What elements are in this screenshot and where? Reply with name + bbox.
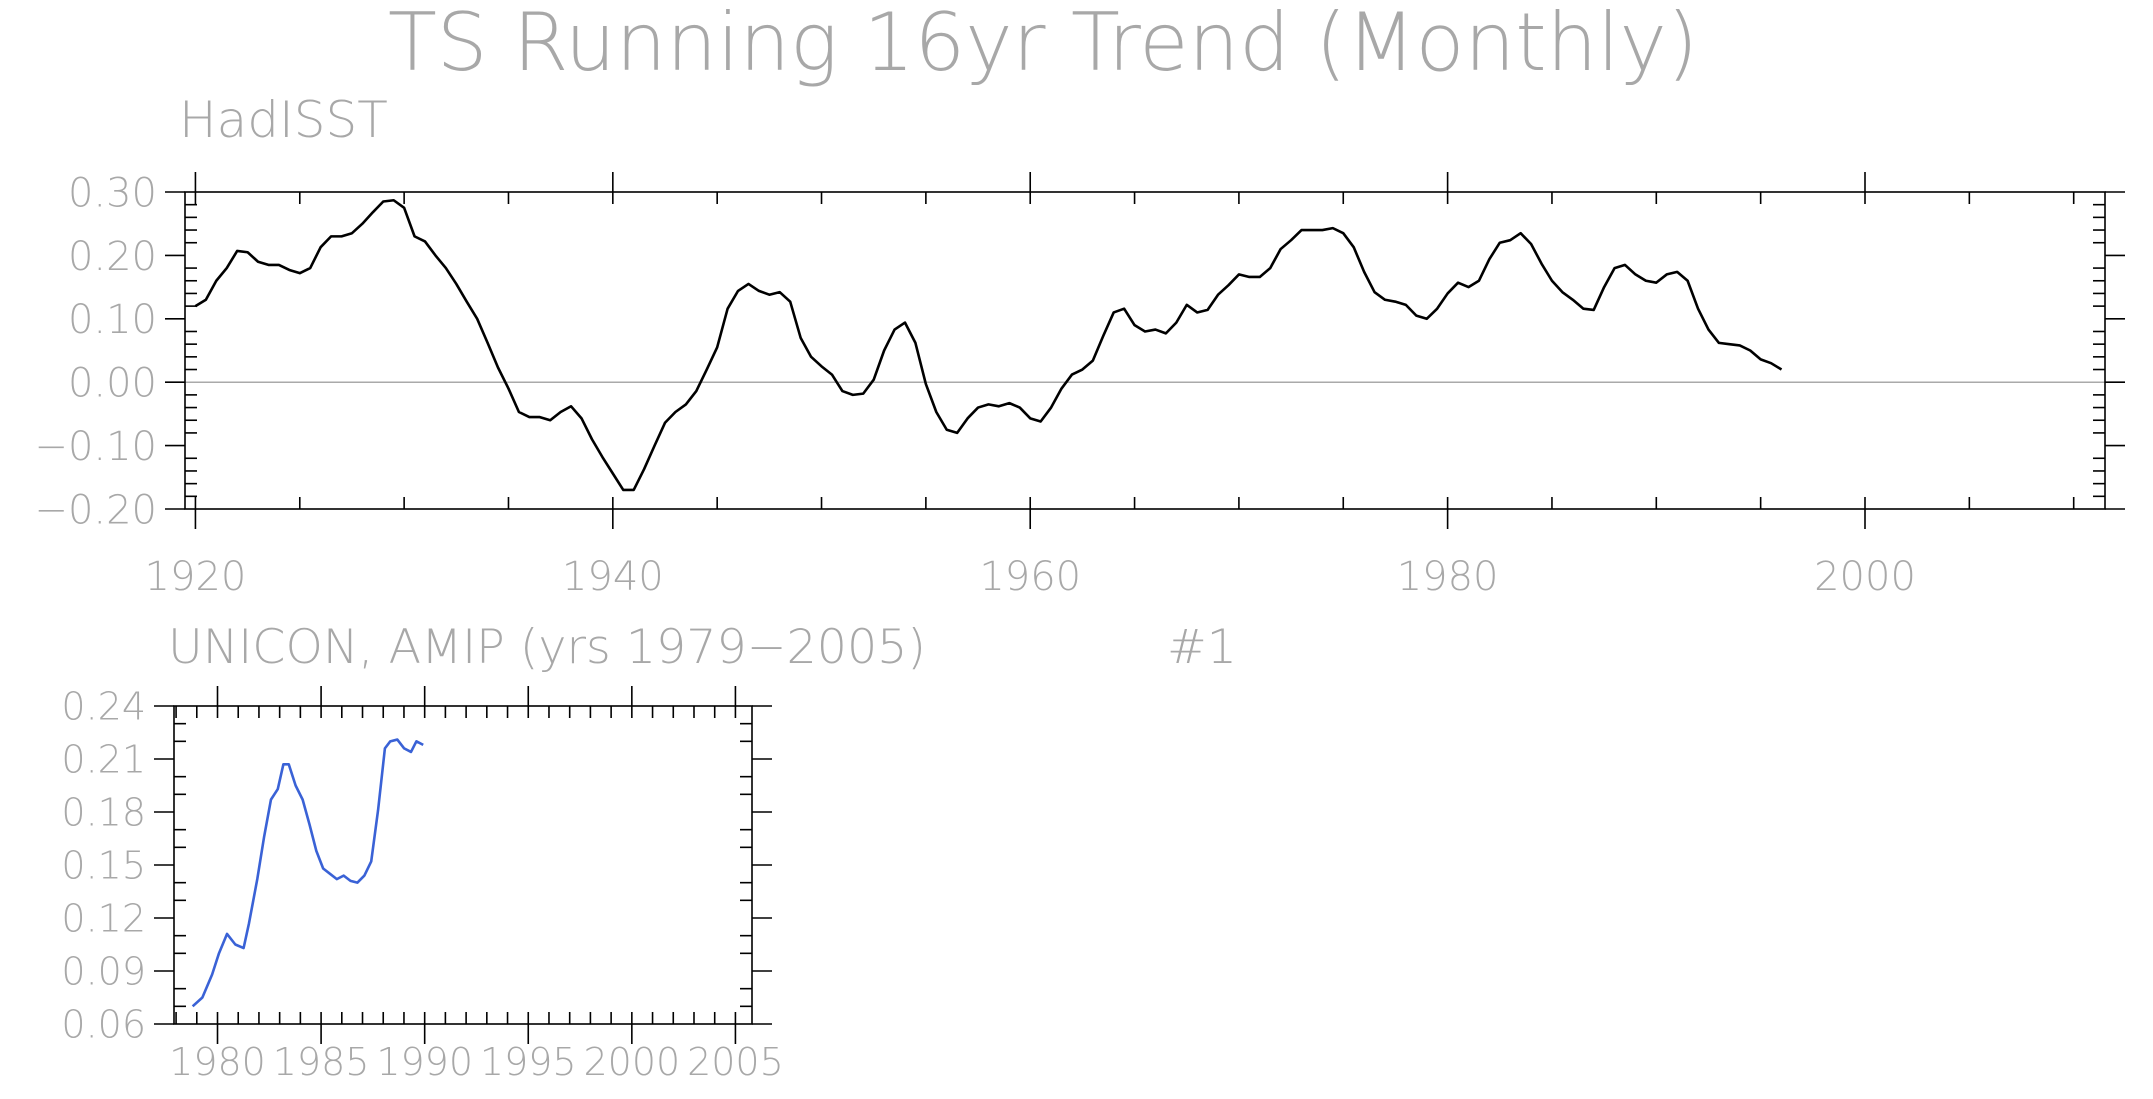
y-tick-label: 0.06 [61,1003,146,1047]
y-tick-label: 0.30 [68,170,157,216]
data-line [194,198,1783,492]
x-tick-label: 1990 [376,1040,473,1084]
data-line [191,738,424,1008]
y-tick-label: 0.21 [61,738,146,782]
x-tick-label: 1980 [169,1040,266,1084]
y-tick-label: 0.20 [68,234,157,280]
x-tick-label: 1920 [145,554,247,600]
y-tick-label: −0.20 [34,487,157,533]
chart-title: UNICON, AMIP (yrs 1979−2005) [168,620,926,675]
x-tick-label: 2005 [687,1040,784,1084]
x-tick-label: 1940 [562,554,664,600]
y-tick-label: 0.18 [61,791,146,835]
x-tick-label: 1985 [273,1040,370,1084]
y-tick-label: 0.15 [61,844,146,888]
x-tick-label: 2000 [1814,554,1916,600]
y-tick-label: 0.00 [68,361,157,407]
y-tick-label: 0.12 [61,897,146,941]
y-tick-label: −0.10 [34,424,157,470]
x-tick-label: 1995 [480,1040,577,1084]
y-tick-label: 0.10 [68,297,157,343]
y-tick-label: 0.24 [61,685,146,729]
annotation: #1 [1167,620,1237,675]
plot-frame [184,191,2106,510]
page-title: TS Running 16yr Trend (Monthly) [388,0,1698,89]
chart-title: HadISST [179,91,388,149]
x-tick-label: 1980 [1397,554,1499,600]
x-tick-label: 1960 [979,554,1081,600]
x-tick-label: 2000 [583,1040,680,1084]
y-tick-label: 0.09 [61,950,146,994]
